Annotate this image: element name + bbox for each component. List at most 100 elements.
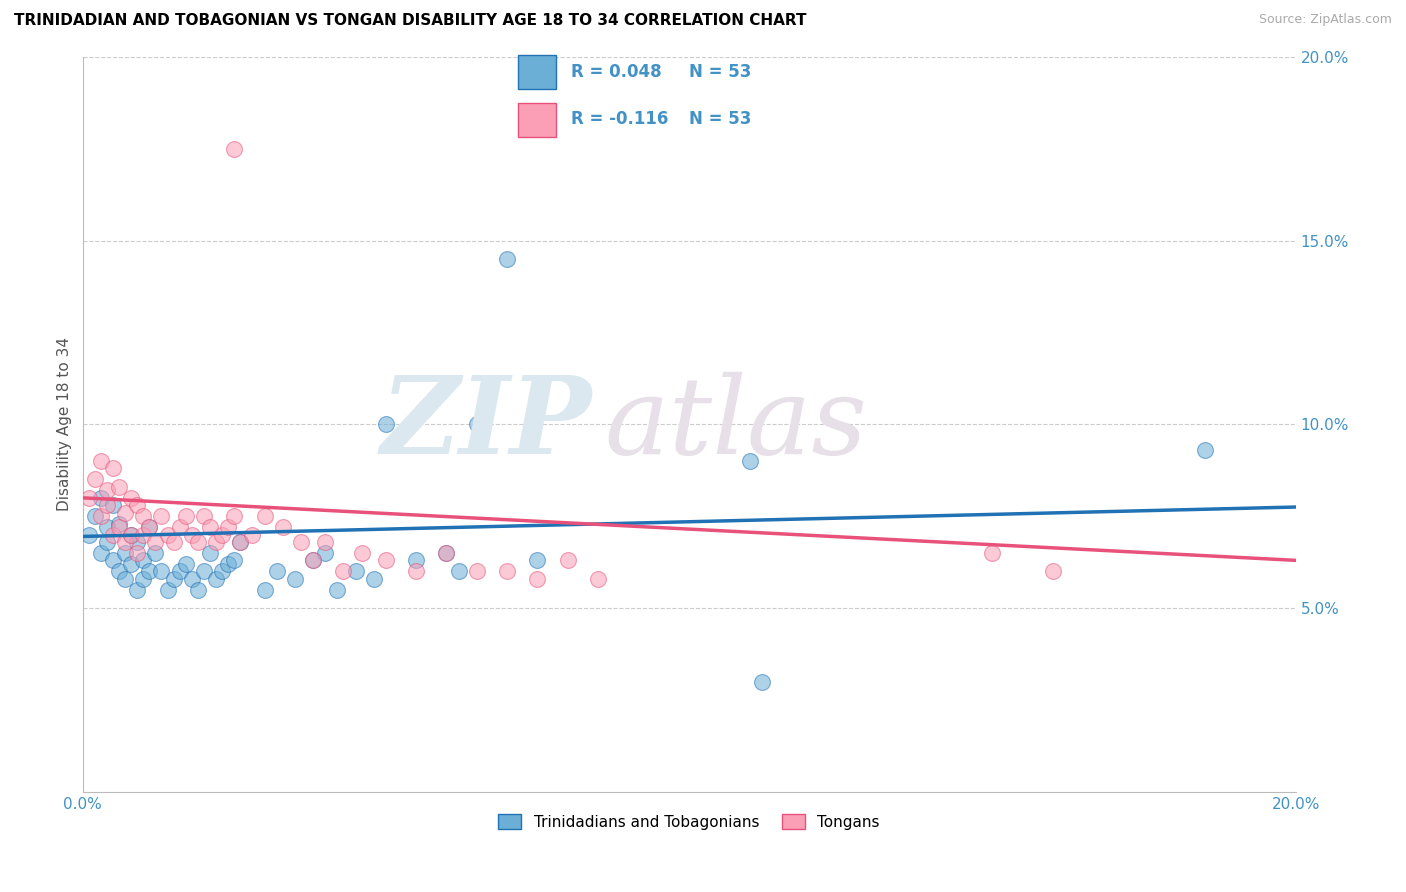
Point: [211, 565, 233, 579]
Point: [465, 565, 488, 579]
Y-axis label: Disability Age 18 to 34: Disability Age 18 to 34: [58, 337, 72, 511]
Point: [114, 535, 136, 549]
Point: [290, 535, 312, 549]
Point: [224, 509, 246, 524]
Point: [436, 546, 458, 560]
Point: [127, 582, 149, 597]
Point: [114, 506, 136, 520]
Point: [108, 480, 131, 494]
Point: [374, 553, 396, 567]
Point: [108, 565, 131, 579]
Point: [162, 535, 184, 549]
Point: [205, 535, 228, 549]
Point: [96, 520, 118, 534]
Point: [193, 509, 215, 524]
Point: [224, 142, 246, 156]
Point: [138, 565, 160, 579]
Point: [332, 565, 354, 579]
Point: [242, 527, 264, 541]
Point: [108, 516, 131, 531]
Text: R = 0.048: R = 0.048: [571, 62, 662, 81]
Point: [187, 535, 209, 549]
Point: [302, 553, 325, 567]
Point: [436, 546, 458, 560]
Point: [187, 582, 209, 597]
Point: [465, 417, 488, 432]
Point: [1194, 443, 1216, 458]
Point: [326, 582, 349, 597]
Point: [266, 565, 288, 579]
Point: [150, 509, 173, 524]
Point: [132, 553, 155, 567]
Point: [132, 509, 155, 524]
Point: [138, 520, 160, 534]
Point: [180, 572, 202, 586]
Point: [224, 553, 246, 567]
Point: [108, 520, 131, 534]
Point: [120, 527, 142, 541]
Point: [150, 565, 173, 579]
Point: [120, 527, 142, 541]
Point: [284, 572, 307, 586]
Point: [314, 546, 336, 560]
Point: [77, 491, 100, 505]
Point: [350, 546, 373, 560]
Point: [405, 565, 427, 579]
Point: [127, 535, 149, 549]
Point: [101, 498, 124, 512]
Point: [174, 557, 197, 571]
Point: [314, 535, 336, 549]
Point: [981, 546, 1004, 560]
Point: [363, 572, 385, 586]
Point: [96, 498, 118, 512]
Point: [344, 565, 367, 579]
Point: [217, 520, 239, 534]
Text: atlas: atlas: [605, 372, 868, 477]
Point: [557, 553, 579, 567]
Bar: [517, 55, 557, 88]
Point: [169, 520, 191, 534]
Point: [174, 509, 197, 524]
Text: N = 53: N = 53: [689, 62, 752, 81]
Text: TRINIDADIAN AND TOBAGONIAN VS TONGAN DISABILITY AGE 18 TO 34 CORRELATION CHART: TRINIDADIAN AND TOBAGONIAN VS TONGAN DIS…: [14, 13, 807, 29]
Point: [253, 509, 276, 524]
Point: [90, 546, 112, 560]
Point: [156, 527, 179, 541]
Point: [138, 520, 160, 534]
Point: [374, 417, 396, 432]
Point: [83, 473, 105, 487]
Point: [447, 565, 470, 579]
Point: [96, 535, 118, 549]
Point: [127, 498, 149, 512]
Point: [77, 527, 100, 541]
Point: [738, 454, 761, 468]
Point: [180, 527, 202, 541]
Point: [526, 553, 548, 567]
Point: [229, 535, 252, 549]
Text: ZIP: ZIP: [381, 371, 592, 477]
Point: [405, 553, 427, 567]
Point: [496, 252, 519, 266]
Point: [205, 572, 228, 586]
Point: [169, 565, 191, 579]
Point: [586, 572, 609, 586]
Point: [526, 572, 548, 586]
Text: N = 53: N = 53: [689, 111, 752, 128]
Point: [145, 546, 167, 560]
Text: R = -0.116: R = -0.116: [571, 111, 668, 128]
Point: [132, 572, 155, 586]
Legend: Trinidadians and Tobagonians, Tongans: Trinidadians and Tobagonians, Tongans: [492, 807, 886, 836]
Point: [114, 572, 136, 586]
Point: [101, 527, 124, 541]
Point: [302, 553, 325, 567]
Text: Source: ZipAtlas.com: Source: ZipAtlas.com: [1258, 13, 1392, 27]
Point: [90, 491, 112, 505]
Point: [211, 527, 233, 541]
Point: [145, 535, 167, 549]
Point: [101, 553, 124, 567]
Point: [162, 572, 184, 586]
Point: [96, 483, 118, 498]
Point: [120, 557, 142, 571]
Point: [83, 509, 105, 524]
Point: [229, 535, 252, 549]
